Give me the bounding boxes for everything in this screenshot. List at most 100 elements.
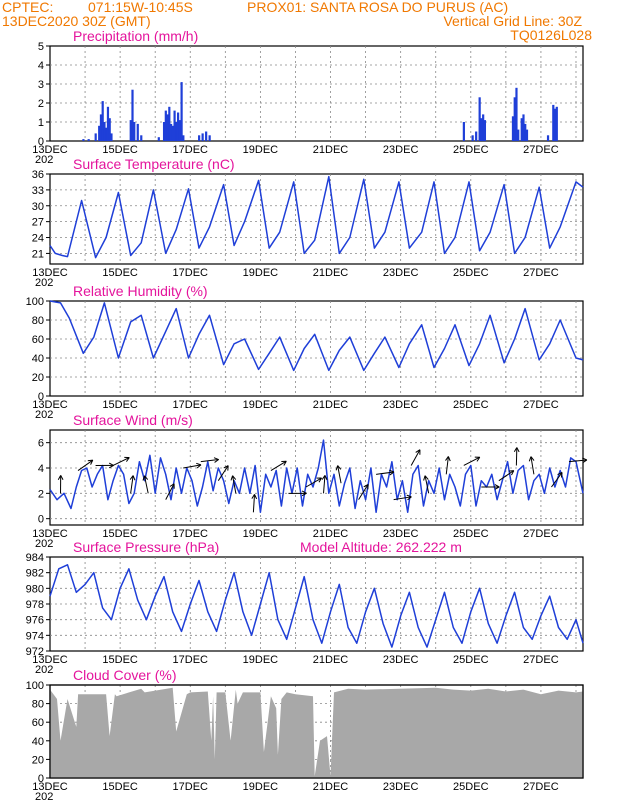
precipitation-xtick-label: 17DEC [173,144,209,156]
precipitation-bar [101,101,104,141]
wind-arrow-head [424,475,429,480]
precipitation-bar [517,129,520,141]
wind-arrow-head [407,496,412,501]
precipitation-bar [524,123,527,141]
temperature-ytick-label: 33 [32,185,44,197]
wind-xtick-label: 19DEC [243,528,279,540]
wind-arrow-head [169,483,175,487]
precipitation-bar [173,110,176,141]
temperature-panel: 21 24 27 30 33 36 13DEC 15DEC 17DEC 19DEC 21DEC 23D… [32,156,584,289]
wind-arrow [337,465,342,484]
wind-arrow-head [144,475,149,480]
cloud-ytick-label: 0 [38,773,44,785]
wind-arrow-head [530,456,535,461]
precipitation-bar [175,122,178,141]
temperature-xtick-label: 21DEC [313,267,349,279]
cloud-xtick-sub: 202 [35,791,53,800]
wind-xtick-label: 25DEC [453,528,489,540]
temperature-xtick-label: 17DEC [173,267,209,279]
precipitation-xtick-label: 19DEC [243,144,279,156]
precipitation-xtick-label: 27DEC [523,144,559,156]
pressure-xtick-sub: 202 [35,664,53,676]
temperature-xtick-label: 15DEC [102,267,138,279]
temperature-xtick-label: 19DEC [243,267,279,279]
temperature-ytick-label: 27 [32,217,44,229]
wind-arrow [530,456,535,475]
humidity-series-line [49,300,584,372]
humidity-title: Relative Humidity (%) [73,283,208,299]
wind-arrow-head [445,456,449,461]
precipitation-bar [198,135,201,141]
wind-arrow [463,456,481,466]
wind-arrow-head [447,456,451,462]
wind-frame [49,429,584,526]
precipitation-bar [511,116,515,141]
precipitation-bar [471,135,474,141]
wind-arrow [498,470,515,482]
precipitation-bar [552,104,555,141]
precipitation-bar [94,133,97,141]
humidity-xtick-label: 21DEC [313,399,349,411]
humidity-xtick-label: 17DEC [173,399,209,411]
pressure-xtick-label: 27DEC [523,654,559,666]
wind-arrow [376,471,395,475]
precipitation-bar [133,122,136,141]
humidity-xtick-label: 23DEC [383,399,419,411]
wind-arrow [323,475,326,494]
wind-arrow-head [132,475,136,481]
wind-arrow [270,460,287,471]
wind-arrow-head [476,456,481,462]
wind-arrow-head [213,457,219,460]
precipitation-bar [520,118,523,141]
wind-arrow-head [389,471,395,476]
precipitation-bar [98,125,101,141]
wind-arrow-head [90,459,94,465]
wind-arrow-head [511,470,515,476]
precipitation-xtick-label: 15DEC [102,144,138,156]
precipitation-bar [140,135,143,141]
wind-arrow-head [251,494,255,499]
pressure-ytick-label: 976 [26,615,44,627]
wind-arrow [143,475,149,494]
precipitation-bar [162,122,166,141]
precipitation-bar [105,127,108,141]
wind-arrow-head [214,459,219,463]
header-source: CPTEC: [2,0,54,15]
humidity-ytick-label: 20 [32,372,44,384]
cloud-ytick-label: 40 [32,736,44,748]
cloud-xtick-label: 23DEC [383,781,419,793]
precipitation-bar [480,118,483,141]
pressure-xtick-label: 17DEC [173,654,209,666]
wind-arrow-head [321,475,326,480]
wind-xtick-label: 27DEC [523,528,559,540]
cloud-ytick-label: 20 [32,754,44,766]
temperature-ytick-label: 21 [32,248,44,260]
wind-ytick-label: 2 [38,488,44,500]
wind-ytick-label: 4 [38,463,44,475]
precipitation-bar [555,106,558,141]
precipitation-bar [483,120,487,141]
temperature-ytick-label: 24 [32,233,44,245]
wind-arrow-head [125,457,130,462]
humidity-ytick-label: 0 [38,391,44,403]
precipitation-bar [171,125,174,141]
wind-arrow-head [60,475,64,480]
wind-arrow [77,459,94,471]
cloud-xtick-label: 15DEC [102,781,138,793]
wind-arrow-head [196,462,202,466]
wind-arrow [130,475,134,494]
temperature-ytick-label: 36 [32,169,44,181]
precipitation-bar [208,135,211,141]
precipitation-bar [106,106,110,141]
humidity-xtick-label: 15DEC [102,399,138,411]
pressure-ytick-label: 974 [26,630,44,642]
pressure-ytick-label: 978 [26,599,44,611]
wind-arrow [232,475,237,494]
wind-arrow-head [254,494,258,500]
pressure-xtick-label: 13DEC [32,654,68,666]
wind-arrow-head [513,447,518,453]
wind-ytick-label: 6 [38,438,44,450]
pressure-ytick-label: 972 [26,646,44,658]
humidity-panel: 0 20 40 60 80 100 13DEC 15DEC 17DEC 19DEC 21DEC 23D… [26,283,584,421]
wind-panel: 0 2 4 6 13DEC 15DEC 17DEC 19DEC 21DEC 23DEC 25DEC 2… [32,412,588,550]
